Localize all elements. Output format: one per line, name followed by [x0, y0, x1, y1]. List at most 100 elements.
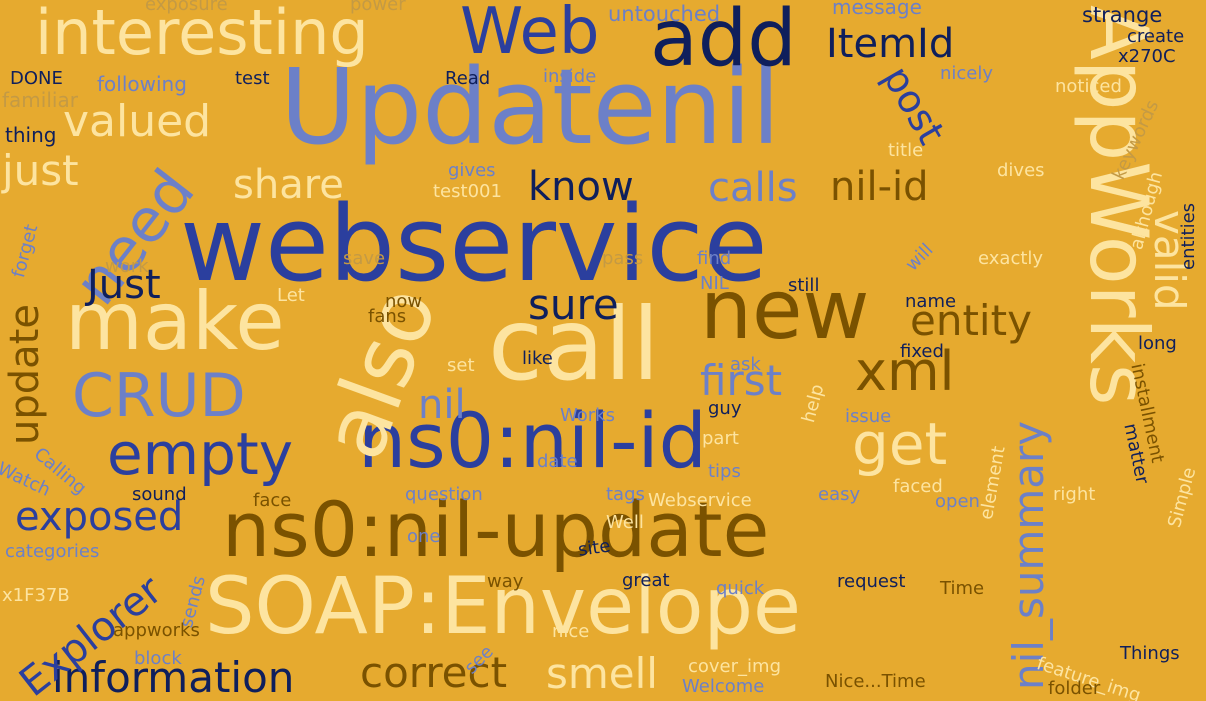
word: ns0:nil-id	[358, 396, 707, 485]
word: great	[622, 570, 670, 591]
word: long	[1138, 333, 1177, 354]
word: new	[700, 263, 870, 358]
word: Web	[460, 0, 600, 69]
word: fixed	[900, 341, 944, 362]
word: create	[1127, 26, 1185, 47]
word: dives	[997, 160, 1045, 181]
word: calls	[708, 165, 798, 211]
word: NIL	[700, 273, 729, 294]
word: appworks	[113, 620, 200, 641]
word: information	[52, 653, 295, 701]
word: Well	[606, 512, 644, 533]
word: nice	[552, 621, 590, 642]
word: first	[700, 356, 783, 405]
word: valued	[63, 96, 212, 147]
word: Welcome	[682, 676, 765, 697]
word: save	[343, 248, 386, 269]
word: exposed	[15, 494, 184, 540]
word: Things	[1120, 643, 1180, 664]
word: Let	[277, 285, 305, 306]
word: face	[253, 490, 292, 511]
word: entities	[1178, 202, 1199, 270]
word: webservice	[180, 183, 768, 305]
word: DONE	[10, 68, 63, 89]
word: tips	[708, 461, 741, 482]
word: smell	[546, 649, 658, 698]
word: help	[798, 381, 829, 425]
word: forget	[8, 222, 43, 280]
word: site	[576, 535, 612, 561]
word: Time	[940, 578, 985, 599]
word: test	[235, 68, 270, 89]
word: nil-id	[830, 164, 929, 210]
word: xml	[855, 340, 955, 403]
word: ask	[730, 354, 761, 375]
word: Updatenil	[280, 46, 781, 168]
word: empty	[107, 420, 294, 488]
word: faced	[893, 476, 943, 497]
word: quick	[716, 578, 765, 599]
word: issue	[845, 406, 892, 427]
word: Nice...Time	[825, 671, 926, 692]
word: interesting	[35, 0, 369, 69]
word: familiar	[2, 88, 78, 112]
word: Works	[560, 405, 615, 426]
word: entity	[910, 296, 1032, 345]
word: Simple	[1164, 465, 1201, 530]
word: test001	[433, 181, 502, 202]
word: x270C	[1118, 46, 1176, 67]
word: message	[832, 0, 922, 19]
word: one	[407, 526, 441, 547]
word: gives	[448, 160, 496, 181]
word: date	[537, 451, 578, 472]
word: guy	[708, 398, 742, 419]
word: SOAP:Envelope	[205, 562, 801, 652]
word: ns0:nil-update	[222, 485, 770, 574]
word: way	[487, 571, 524, 592]
word: like	[522, 348, 553, 369]
word: folder	[1048, 678, 1101, 699]
word: pass	[602, 248, 644, 269]
word: request	[837, 571, 906, 592]
word: following	[97, 72, 187, 96]
word: title	[888, 140, 924, 161]
word: will	[901, 239, 938, 276]
word: correct	[360, 648, 508, 697]
word: nil	[418, 382, 466, 428]
word: Read	[445, 68, 491, 89]
word: find	[697, 248, 732, 269]
word: set	[447, 355, 475, 376]
word: Webservice	[648, 490, 752, 511]
word: ItemId	[826, 21, 955, 67]
word: open	[935, 491, 980, 512]
word: exactly	[978, 248, 1044, 269]
word: name	[905, 291, 957, 312]
word: right	[1053, 484, 1096, 505]
word: CRUD	[72, 361, 246, 431]
word: work	[105, 256, 149, 277]
word: cover_img	[688, 656, 781, 677]
word: add	[650, 0, 797, 84]
word: strange	[1082, 3, 1163, 27]
word: noticed	[1055, 76, 1122, 97]
word: easy	[818, 484, 861, 505]
word: sound	[132, 484, 187, 505]
word: block	[134, 648, 182, 669]
word: part	[702, 428, 739, 449]
word: untouched	[608, 2, 721, 26]
word: share	[233, 162, 344, 208]
word: sure	[528, 280, 619, 329]
word: get	[852, 410, 948, 478]
word: nicely	[940, 63, 994, 84]
word: inside	[543, 66, 597, 87]
word: call	[488, 286, 660, 403]
word: nil_summary	[1004, 420, 1053, 690]
word: still	[788, 275, 820, 296]
word: tags	[606, 484, 645, 505]
word: update	[2, 304, 48, 445]
word: exposure	[145, 0, 228, 15]
word: question	[405, 484, 483, 505]
word: x1F37B	[2, 585, 70, 606]
word: just	[2, 146, 79, 195]
